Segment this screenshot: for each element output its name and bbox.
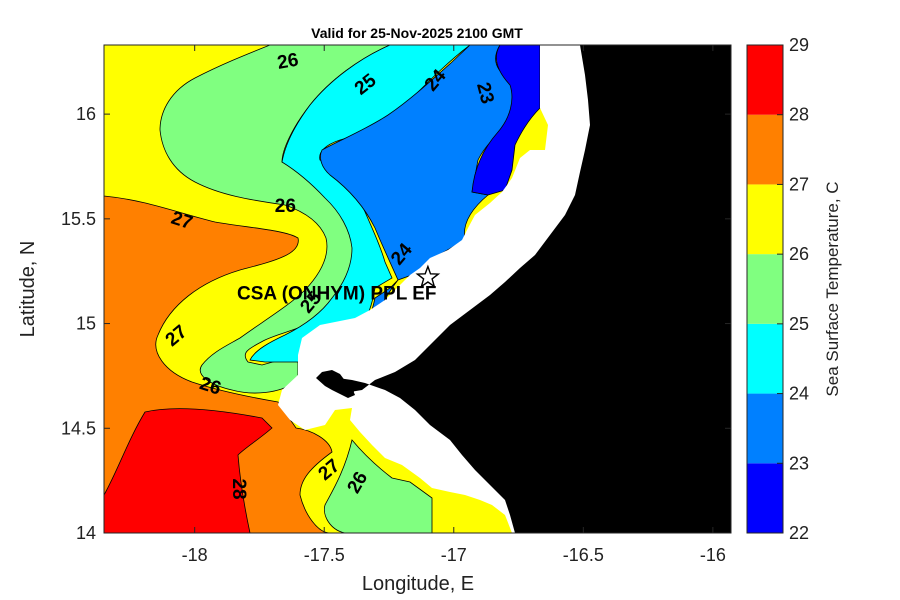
x-tick-label: -17.5 [304,545,345,565]
site-label: CSA (ONHYM) PPL EF [237,283,437,304]
cape-verde-peninsula [316,370,355,398]
band-28-29 [104,408,273,533]
x-axis-ticks: -18 -17.5 -17 -16.5 -16 [182,45,726,565]
colorbar-swatch [747,393,783,464]
x-tick-label: -17 [441,545,467,565]
y-tick-label: 16 [76,104,96,124]
contour-label: 26 [276,50,300,74]
y-tick-label: 15 [76,314,96,334]
colorbar-tick-label: 25 [789,314,809,334]
colorbar-tick-label: 23 [789,453,809,473]
band-22-23 [471,45,541,196]
x-tick-label: -16.5 [563,545,604,565]
y-axis-label: Latitude, N [17,241,39,338]
colorbar-swatch [747,463,783,533]
band-25-26-south [323,439,433,533]
colorbar-swatch [747,114,783,185]
x-tick-label: -16 [700,545,726,565]
x-axis-label: Longitude, E [362,573,474,595]
contour-label: 28 [228,478,249,499]
site-star-marker [415,264,441,289]
colorbar-tick-label: 29 [789,35,809,55]
colorbar-swatch [747,323,783,394]
colorbar-label: Sea Surface Temperature, C [823,181,842,396]
colorbar-swatch [747,45,783,115]
y-tick-label: 15.5 [61,209,96,229]
colorbar-tick-label: 27 [789,174,809,194]
colorbar-ticks: 22 23 24 25 26 27 28 29 [777,35,809,543]
x-tick-label: -18 [182,545,208,565]
plot-frame [103,44,732,534]
colorbar-swatch [747,184,783,255]
colorbar-tick-label: 22 [789,523,809,543]
y-tick-label: 14 [76,523,96,543]
colorbar-tick-label: 28 [789,105,809,125]
colorbar [747,45,783,533]
land-mass [318,45,731,533]
colorbar-tick-label: 26 [789,244,809,264]
contour-label: 26 [275,196,296,217]
colorbar-swatch [747,254,783,324]
chart-title: Valid for 25-Nov-2025 2100 GMT [311,25,523,41]
colorbar-tick-label: 24 [789,384,809,404]
y-axis-ticks: 16 15.5 15 14.5 14 [61,104,731,543]
colorbar-frame [746,44,784,534]
y-tick-label: 14.5 [61,418,96,438]
